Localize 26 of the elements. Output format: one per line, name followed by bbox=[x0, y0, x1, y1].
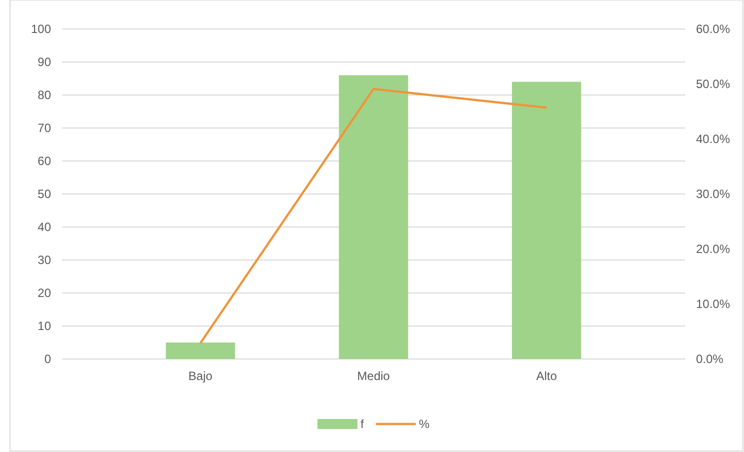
bar bbox=[512, 82, 582, 359]
y-tick-label: 0 bbox=[44, 352, 52, 366]
y2-tick-label: 40.0% bbox=[696, 132, 730, 146]
y-tick-label: 20 bbox=[38, 286, 52, 300]
y-tick-label: 60 bbox=[38, 154, 52, 168]
y2-tick-label: 10.0% bbox=[696, 296, 730, 311]
x-tick-label: Bajo bbox=[188, 369, 213, 383]
legend-label: % bbox=[418, 417, 430, 431]
y-tick-label: 30 bbox=[38, 252, 52, 267]
y2-tick-label: 0.0% bbox=[696, 352, 724, 366]
y-tick-label: 90 bbox=[38, 54, 52, 69]
y2-tick-label: 50.0% bbox=[696, 76, 730, 91]
y-tick-label: 50 bbox=[38, 186, 52, 201]
y-tick-label: 80 bbox=[38, 88, 52, 102]
y2-tick-label: 30.0% bbox=[696, 186, 730, 201]
y-tick-label: 40 bbox=[38, 220, 52, 234]
y-tick-label: 10 bbox=[38, 318, 52, 333]
y2-tick-label: 60.0% bbox=[696, 22, 730, 36]
x-tick-label: Alto bbox=[536, 369, 558, 383]
legend-label: f bbox=[360, 417, 364, 431]
bar bbox=[338, 75, 408, 359]
y-tick-label: 100 bbox=[30, 22, 52, 36]
x-tick-label: Medio bbox=[357, 369, 390, 383]
y2-tick-label: 20.0% bbox=[696, 242, 730, 256]
bar bbox=[166, 342, 236, 359]
y-tick-label: 70 bbox=[38, 120, 52, 135]
